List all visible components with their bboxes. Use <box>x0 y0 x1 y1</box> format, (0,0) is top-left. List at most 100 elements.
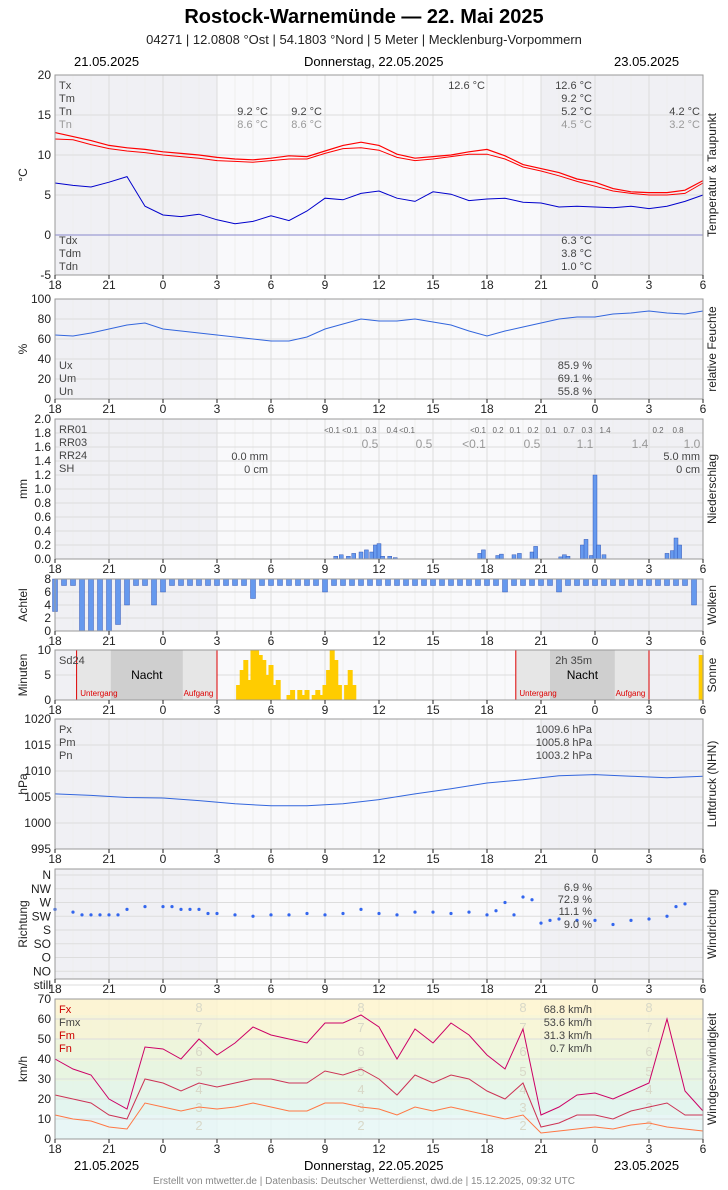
precip-bar <box>495 555 500 560</box>
cloud-bar <box>124 578 130 606</box>
x-tick-label: 21 <box>102 402 116 416</box>
label-tdm: Tdm <box>59 248 81 260</box>
wind-dir-point <box>629 918 633 922</box>
tn-a-value: 9.2 °C <box>237 106 268 118</box>
beaufort-band <box>55 1081 703 1099</box>
x-tick-label: 3 <box>646 852 653 866</box>
tx-mid-value: 12.6 °C <box>448 80 485 92</box>
night-band <box>541 75 703 275</box>
sun-bar <box>257 655 263 700</box>
night-label-b: Nacht <box>567 668 599 682</box>
side-label: Sonne <box>705 657 719 692</box>
y-tick-label: 1.8 <box>34 426 51 440</box>
beaufort-label: 8 <box>645 1000 652 1015</box>
side-label: Luftdruck (NHN) <box>705 741 719 828</box>
x-tick-label: 18 <box>480 278 494 292</box>
sh-left-value: 0 cm <box>244 464 268 476</box>
precip-bar <box>364 549 369 560</box>
y-tick-label: 10 <box>38 148 52 162</box>
rr01-value: 0.2 <box>492 426 504 435</box>
precip-bar <box>533 546 538 560</box>
precip-bar <box>499 553 504 560</box>
rr01-value: 0.2 <box>527 426 539 435</box>
x-tick-label: 0 <box>160 402 167 416</box>
precip-bar <box>601 554 607 560</box>
rr01-value: <0.1 <box>399 426 415 435</box>
beaufort-band <box>55 1039 703 1061</box>
x-tick-label: 3 <box>214 703 221 717</box>
x-tick-label: 3 <box>646 703 653 717</box>
cloud-bar <box>601 578 607 586</box>
beaufort-label: 2 <box>645 1118 652 1133</box>
sun-bar <box>336 685 342 700</box>
label-un: Un <box>59 386 73 398</box>
x-tick-label: 3 <box>214 1142 221 1156</box>
cloud-bar <box>232 578 238 586</box>
beaufort-label: 3 <box>519 1100 526 1115</box>
x-tick-label: 18 <box>480 703 494 717</box>
cloud-bar <box>556 578 562 593</box>
cloud-bar <box>88 578 94 632</box>
wind-dir-point <box>548 918 552 922</box>
beaufort-label: 5 <box>645 1064 652 1079</box>
x-tick-label: 0 <box>592 402 599 416</box>
x-tick-label: 6 <box>700 852 707 866</box>
precip-bar <box>339 554 344 560</box>
wind-dir-point <box>512 913 516 917</box>
night-band <box>55 75 217 275</box>
night-band <box>541 299 703 399</box>
humidity-line <box>54 310 704 342</box>
cloud-bar <box>457 578 463 586</box>
x-tick-label: 12 <box>372 852 386 866</box>
x-tick-label: 18 <box>48 703 62 717</box>
beaufort-band <box>55 999 703 1015</box>
x-tick-label: 0 <box>592 1142 599 1156</box>
y-tick-label: 1.2 <box>34 468 51 482</box>
precip-bar <box>477 553 482 560</box>
y-tick-label: 40 <box>38 352 52 366</box>
wind-dir-point <box>188 907 192 911</box>
x-tick-label: 6 <box>268 982 275 996</box>
tdm-value: 3.8 °C <box>561 248 592 260</box>
x-tick-label: 6 <box>268 634 275 648</box>
x-tick-label: 15 <box>426 703 440 717</box>
temp-5cm-line <box>54 138 704 196</box>
x-tick-label: 3 <box>214 562 221 576</box>
y-tick-label: 100 <box>31 292 51 306</box>
cloud-bar <box>106 578 112 632</box>
wind-dir-point <box>395 913 399 917</box>
direction-tick-label: S <box>43 923 51 937</box>
beaufort-label: 5 <box>519 1064 526 1079</box>
wind-dir-point <box>197 907 201 911</box>
x-tick-label: 12 <box>372 634 386 648</box>
x-tick-label: 21 <box>102 982 116 996</box>
pn-value: 1003.2 hPa <box>536 750 593 762</box>
y-tick-label: 5 <box>44 188 51 202</box>
side-label: Temperatur & Taupunkt <box>705 112 719 237</box>
wind-dir-point <box>107 913 111 917</box>
beaufort-label: 7 <box>357 1020 364 1035</box>
label-pn: Pn <box>59 750 72 762</box>
beaufort-label: 2 <box>357 1118 364 1133</box>
y-tick-label: 20 <box>38 1092 52 1106</box>
x-tick-label: 6 <box>268 852 275 866</box>
label-fmx: Fmx <box>59 1017 81 1029</box>
ux-value: 85.9 % <box>558 360 592 372</box>
y-tick-label: 1020 <box>24 712 51 726</box>
y-tick-label: 10 <box>38 643 52 657</box>
beaufort-label: 8 <box>357 1000 364 1015</box>
night-band <box>55 869 217 979</box>
date-center-bottom: Donnerstag, 22.05.2025 <box>304 1158 444 1173</box>
cloud-bar <box>691 578 697 606</box>
cloud-bar <box>313 578 319 586</box>
label-pm: Pm <box>59 737 76 749</box>
cloud-bar <box>322 578 328 593</box>
y-tick-label: 80 <box>38 312 52 326</box>
beaufort-label: 7 <box>519 1020 526 1035</box>
sd24-right-value: 2h 35m <box>555 655 592 667</box>
wind-fn-line <box>54 1102 704 1134</box>
y-tick-label: 0 <box>44 624 51 638</box>
wind-dir-point <box>494 909 498 913</box>
x-tick-label: 0 <box>592 278 599 292</box>
x-tick-label: 21 <box>102 278 116 292</box>
